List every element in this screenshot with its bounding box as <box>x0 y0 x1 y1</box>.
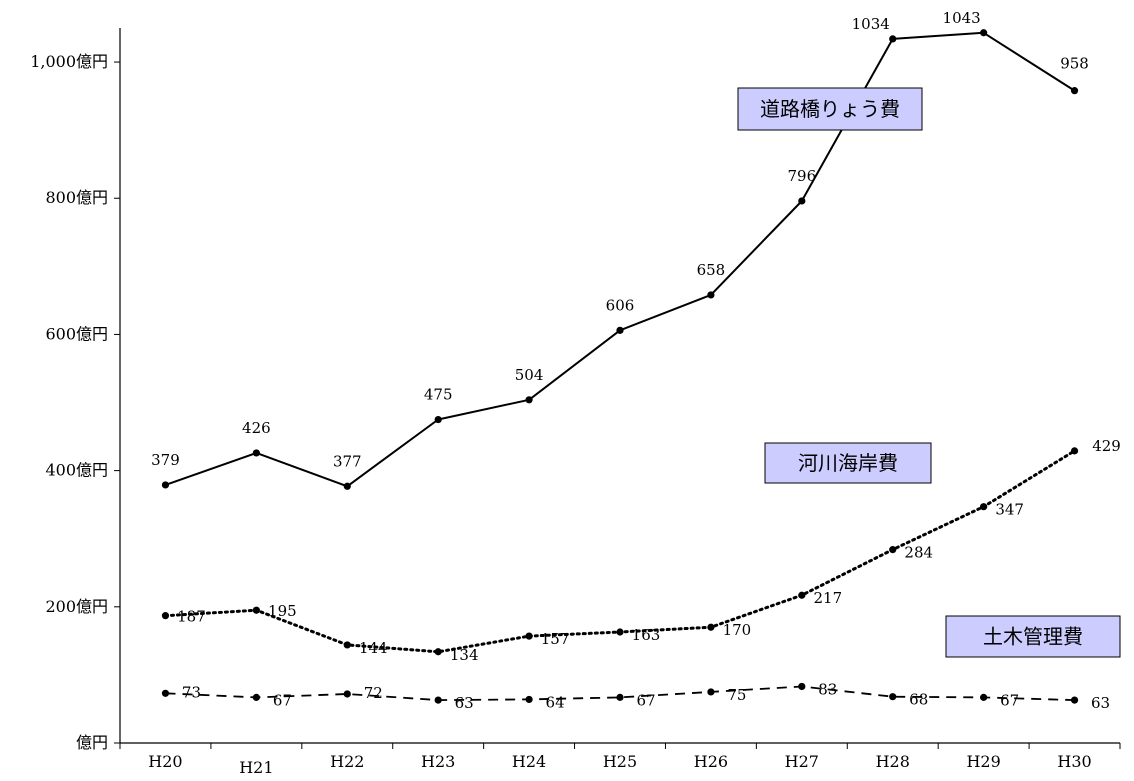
series-lines <box>164 31 1076 701</box>
x-axis-ticks: H20 H21 H22 H23 H24 H25 H26 H27 H28 H29 H30 <box>119 743 1121 777</box>
data-point <box>798 591 806 599</box>
series-points <box>161 29 1079 704</box>
data-label: 68 <box>909 691 928 709</box>
x-tick-label: H22 <box>330 752 364 771</box>
data-point <box>1070 447 1079 455</box>
legend-label: 土木管理費 <box>983 625 1083 649</box>
data-labels: 379 426 377 475 504 606 658 796 1034 1043 958 187 19… <box>151 9 1121 712</box>
data-point <box>707 291 715 299</box>
data-point <box>525 695 533 704</box>
data-label: 504 <box>515 366 544 384</box>
y-tick-label: 200億円 <box>45 597 108 616</box>
data-label: 195 <box>268 602 297 620</box>
data-point <box>343 482 351 490</box>
x-tick-label: H28 <box>876 752 910 771</box>
data-label: 606 <box>606 296 635 314</box>
x-tick-label: H24 <box>512 752 546 771</box>
data-label: 796 <box>787 167 816 185</box>
data-label: 658 <box>697 261 726 279</box>
data-point <box>980 503 988 511</box>
data-point <box>616 326 624 334</box>
data-label: 83 <box>818 680 837 698</box>
legend-box <box>945 615 1121 658</box>
data-label: 163 <box>632 626 661 644</box>
x-tick-label: H27 <box>785 752 819 771</box>
data-point <box>616 628 624 636</box>
data-point <box>252 449 260 457</box>
x-tick-label: H30 <box>1057 752 1091 771</box>
data-label: 75 <box>727 686 746 704</box>
data-label: 170 <box>723 621 752 639</box>
y-tick-label: 億円 <box>76 733 108 752</box>
data-label: 426 <box>242 419 271 437</box>
x-tick-label: H25 <box>603 752 637 771</box>
data-label: 63 <box>455 694 474 712</box>
data-point <box>616 693 624 701</box>
data-point <box>343 641 351 649</box>
series-line <box>164 449 1076 654</box>
data-label: 429 <box>1092 437 1121 455</box>
data-label: 63 <box>1091 694 1110 712</box>
data-point <box>434 696 442 704</box>
data-label: 72 <box>364 684 383 702</box>
data-point <box>1070 87 1079 95</box>
data-point <box>707 623 715 631</box>
data-label: 379 <box>151 451 180 469</box>
data-label: 347 <box>995 501 1024 519</box>
data-point <box>798 682 806 691</box>
x-tick-label: H20 <box>148 752 182 771</box>
data-label: 187 <box>177 608 206 626</box>
data-point <box>434 415 442 424</box>
data-label: 284 <box>904 544 933 562</box>
x-tick-label: H21 <box>239 758 273 777</box>
data-point <box>980 29 988 37</box>
data-label: 958 <box>1060 55 1089 73</box>
x-tick-label: H29 <box>966 752 1000 771</box>
data-label: 73 <box>182 683 201 701</box>
data-label: 67 <box>1000 691 1019 709</box>
data-point <box>161 612 170 620</box>
data-point <box>889 35 897 43</box>
data-point <box>889 546 897 554</box>
data-label: 157 <box>541 630 570 648</box>
y-tick-label: 800億円 <box>45 188 108 207</box>
data-label: 1043 <box>943 9 981 27</box>
data-point <box>343 690 351 698</box>
data-point <box>1070 696 1079 704</box>
data-point <box>252 693 260 701</box>
data-point <box>525 632 533 640</box>
x-tick-label: H23 <box>421 752 455 771</box>
legend-label: 河川海岸費 <box>798 451 898 475</box>
legend-label: 道路橋りょう費 <box>760 97 900 121</box>
data-point <box>525 396 533 404</box>
data-label: 144 <box>359 639 388 657</box>
data-label: 217 <box>813 589 842 607</box>
data-point <box>798 197 806 205</box>
data-label: 67 <box>636 691 655 709</box>
data-label: 134 <box>450 646 479 664</box>
y-tick-label: 400億円 <box>45 461 108 480</box>
legend-box <box>737 87 923 131</box>
data-label: 475 <box>424 386 453 404</box>
data-point <box>434 648 442 656</box>
data-point <box>889 693 897 701</box>
axes <box>119 28 1120 744</box>
data-point <box>252 606 260 614</box>
data-point <box>707 688 715 696</box>
data-point <box>161 689 170 697</box>
data-label: 377 <box>333 452 362 470</box>
data-label: 1034 <box>852 15 890 33</box>
x-tick-label: H26 <box>694 752 728 771</box>
data-point <box>980 693 988 701</box>
legend-box <box>764 442 932 484</box>
data-label: 64 <box>546 693 565 711</box>
data-point <box>161 481 170 489</box>
y-tick-label: 600億円 <box>45 324 108 343</box>
y-tick-label: 1,000億円 <box>30 52 108 71</box>
data-label: 67 <box>273 691 292 709</box>
y-axis-ticks: 億円 200億円 400億円 600億円 800億円 1,000億円 <box>30 52 120 752</box>
series-line <box>165 31 1076 488</box>
